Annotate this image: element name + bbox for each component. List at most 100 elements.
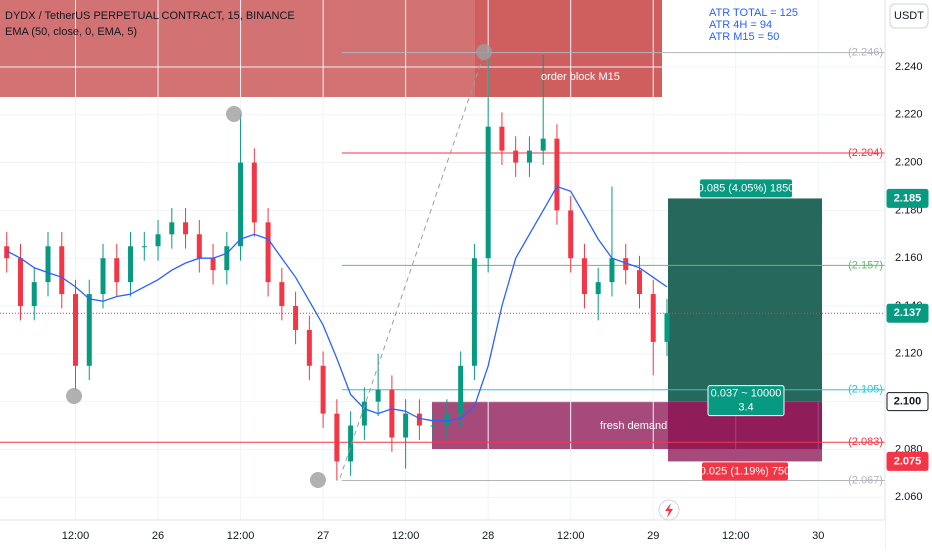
x-tick-label: 12:00 xyxy=(392,530,420,542)
ratio-label-box xyxy=(707,385,785,417)
candle-body xyxy=(636,270,642,295)
candle-body xyxy=(86,294,92,366)
price-badge xyxy=(886,188,929,208)
time-axis xyxy=(0,520,885,550)
ratio-value: 3.4 xyxy=(738,402,753,414)
candle-body xyxy=(361,401,367,426)
price-level-label: (2.083) xyxy=(848,436,883,448)
swing-dashed-line xyxy=(339,53,485,479)
candle-body xyxy=(128,246,134,283)
candle-body xyxy=(650,294,656,342)
order-block-zone xyxy=(0,0,662,97)
y-tick-label: 2.060 xyxy=(895,491,923,503)
currency-button[interactable] xyxy=(889,3,929,29)
target-label-box xyxy=(700,179,792,198)
candle-body xyxy=(17,258,23,307)
candle-body xyxy=(568,210,574,259)
candle-body xyxy=(609,258,615,283)
candle-body xyxy=(623,258,629,271)
candle-body xyxy=(348,425,354,462)
target-zone xyxy=(668,198,822,402)
candle-body xyxy=(513,150,519,163)
candle-body xyxy=(320,365,326,414)
swing-marker xyxy=(310,472,326,488)
swing-marker xyxy=(476,44,492,60)
x-tick-label: 12:00 xyxy=(227,530,255,542)
swing-marker xyxy=(226,106,242,122)
candle-body xyxy=(210,258,216,271)
candle-body xyxy=(73,294,79,366)
price-level-label: (2.157) xyxy=(848,259,883,271)
candle-body xyxy=(100,258,106,295)
candle-body xyxy=(444,413,450,426)
y-tick-label: 2.240 xyxy=(895,61,923,73)
ratio-text: 0.037 ~ 10000 xyxy=(711,388,782,400)
candle-body xyxy=(554,138,560,211)
atr-text: ATR 4H = 94 xyxy=(709,19,772,31)
candle-body xyxy=(4,246,10,259)
candle-body xyxy=(526,150,532,163)
candle-body xyxy=(485,126,491,259)
candle-body xyxy=(375,389,381,402)
x-tick-label: 26 xyxy=(152,530,164,542)
y-tick-label: 2.160 xyxy=(895,252,923,264)
overlay: order block M15 fresh demand DYDX / Teth… xyxy=(5,3,929,521)
candle-body xyxy=(196,234,202,259)
y-tick-label: 2.200 xyxy=(895,156,923,168)
price-level-label: (2.067) xyxy=(848,474,883,486)
candle-body xyxy=(664,313,670,342)
candle-body xyxy=(238,162,244,247)
x-tick-label: 30 xyxy=(812,530,824,542)
currency-label[interactable]: USDT xyxy=(894,10,924,22)
price-badge xyxy=(886,392,929,412)
candle-body xyxy=(595,282,601,295)
y-tick-label: 2.120 xyxy=(895,348,923,360)
candle-body xyxy=(45,246,51,283)
candle-body xyxy=(59,246,65,295)
candle-body xyxy=(306,329,312,366)
x-tick-label: 29 xyxy=(647,530,659,542)
candle-body xyxy=(416,413,422,426)
candle-body xyxy=(430,425,436,427)
candle-body xyxy=(183,222,189,235)
candle-body xyxy=(389,389,395,438)
price-level-label: (2.204) xyxy=(848,147,883,159)
candle-body xyxy=(251,162,257,223)
indicator-label: EMA (50, close, 0, EMA, 5) xyxy=(5,26,137,38)
candle-body xyxy=(169,222,175,235)
price-badge xyxy=(886,451,929,471)
price-badge-label: 2.137 xyxy=(894,307,922,319)
symbol-title: DYDX / TetherUS PERPETUAL CONTRACT, 15, … xyxy=(5,10,295,22)
price-badge-label: 2.100 xyxy=(894,396,922,408)
x-tick-label: 12:00 xyxy=(722,530,750,542)
atr-text: ATR M15 = 50 xyxy=(709,31,779,43)
candle-body xyxy=(581,258,587,295)
candle-body xyxy=(458,365,464,414)
price-level-label: (2.246) xyxy=(848,47,883,59)
candle-body xyxy=(114,258,120,283)
price-badge-label: 2.185 xyxy=(894,192,922,204)
candle-body xyxy=(265,222,271,283)
target-label: 0.085 (4.05%) 1850 xyxy=(698,182,795,194)
x-tick-label: 12:00 xyxy=(62,530,90,542)
stop-label-box xyxy=(702,462,788,481)
order-block-zone-core xyxy=(475,0,662,97)
lightning-icon[interactable] xyxy=(665,503,673,518)
candle-body xyxy=(499,126,505,151)
candle-body xyxy=(31,282,37,307)
x-tick-label: 12:00 xyxy=(557,530,585,542)
candle-body xyxy=(334,413,340,462)
x-tick-label: 27 xyxy=(317,530,329,542)
candle-body xyxy=(471,258,477,366)
stop-label: 0.025 (1.19%) 750 xyxy=(700,465,791,477)
candle-body xyxy=(540,138,546,151)
price-level-label: (2.105) xyxy=(848,384,883,396)
atr-text: ATR TOTAL = 125 xyxy=(709,7,798,19)
ema-line xyxy=(6,185,668,422)
candle-body xyxy=(403,413,409,438)
candle-body xyxy=(155,234,161,247)
candle-body xyxy=(141,246,147,248)
